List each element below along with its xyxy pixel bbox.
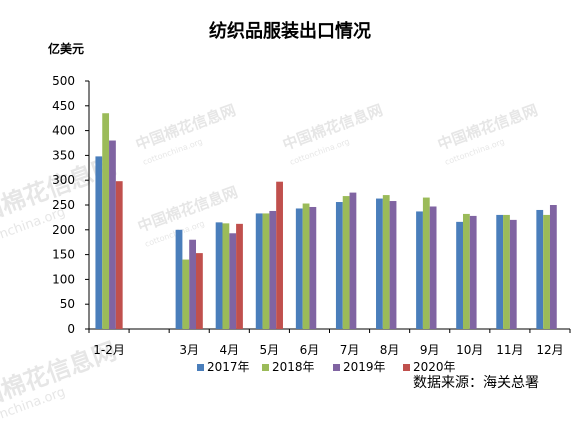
bar-2019年-3月 bbox=[189, 239, 197, 329]
y-tick-label: 350 bbox=[52, 148, 75, 162]
bar-2017年-3月 bbox=[175, 229, 183, 329]
bar-2018年-9月 bbox=[422, 197, 430, 329]
axes: 0 50 100 150 200 250 300 350 400 450 500 bbox=[52, 74, 571, 336]
bar-2020年-4月 bbox=[236, 223, 243, 329]
y-tick-label: 250 bbox=[52, 198, 75, 212]
x-tick-label: 9月 bbox=[420, 343, 440, 357]
x-tick-label: 5月 bbox=[260, 343, 280, 357]
x-tick-label: 11月 bbox=[496, 343, 523, 357]
bar-2019年-1-2月 bbox=[109, 140, 116, 329]
bar-2019年-7月 bbox=[349, 192, 357, 329]
bars bbox=[95, 113, 557, 330]
y-tick-label: 500 bbox=[52, 74, 75, 88]
legend-swatch bbox=[333, 364, 340, 371]
chart-title: 纺织品服装出口情况 bbox=[209, 20, 371, 42]
source-note: 数据来源：海关总署 bbox=[413, 375, 539, 391]
legend-swatch bbox=[403, 364, 410, 371]
legend-label: 2018年 bbox=[272, 360, 315, 374]
bar-2018年-5月 bbox=[262, 213, 270, 329]
y-tick-label: 200 bbox=[52, 223, 75, 237]
x-tick-label: 1-2月 bbox=[93, 343, 125, 357]
y-tick-label: 400 bbox=[52, 124, 75, 138]
legend-swatch bbox=[262, 364, 269, 371]
bar-2018年-12月 bbox=[543, 214, 550, 329]
bar-2019年-10月 bbox=[469, 215, 477, 329]
bar-2018年-1-2月 bbox=[102, 113, 110, 330]
legend-label: 2019年 bbox=[343, 360, 386, 374]
y-axis-label: 亿美元 bbox=[48, 41, 84, 56]
bar-2017年-1-2月 bbox=[95, 156, 103, 329]
bar-2017年-5月 bbox=[255, 213, 263, 329]
legend-label: 2017年 bbox=[207, 360, 250, 374]
bar-2018年-10月 bbox=[462, 213, 470, 329]
bar-2017年-9月 bbox=[416, 211, 423, 329]
bar-2017年-8月 bbox=[376, 198, 383, 329]
x-tick-label: 7月 bbox=[340, 343, 360, 357]
bar-2017年-4月 bbox=[215, 222, 223, 329]
y-tick-label: 300 bbox=[52, 173, 75, 187]
bar-2018年-7月 bbox=[342, 196, 350, 329]
y-tick-label: 450 bbox=[52, 99, 75, 113]
x-tick-labels: 1-2月 3月 4月 5月 6月 7月 8月 9月 10月 11月 12月 bbox=[93, 343, 563, 357]
bar-2018年-11月 bbox=[503, 214, 510, 329]
bar-2018年-3月 bbox=[182, 259, 190, 329]
bar-2020年-1-2月 bbox=[115, 181, 123, 329]
bar-2020年-5月 bbox=[276, 181, 283, 329]
bar-2018年-6月 bbox=[302, 203, 310, 329]
bar-2017年-11月 bbox=[496, 214, 504, 329]
bar-2019年-8月 bbox=[389, 201, 397, 329]
bar-2017年-6月 bbox=[295, 208, 303, 329]
bar-2017年-12月 bbox=[536, 209, 544, 329]
legend-swatch bbox=[197, 364, 204, 371]
bar-2019年-12月 bbox=[549, 205, 557, 329]
bar-2017年-7月 bbox=[335, 202, 343, 329]
x-tick-label: 6月 bbox=[300, 343, 320, 357]
bar-2018年-8月 bbox=[382, 195, 390, 329]
bar-2017年-10月 bbox=[456, 221, 463, 329]
x-tick-label: 10月 bbox=[456, 343, 483, 357]
bar-2019年-9月 bbox=[429, 206, 437, 329]
bar-2020年-3月 bbox=[196, 253, 203, 329]
y-tick-label: 50 bbox=[60, 297, 75, 311]
y-tick-label: 0 bbox=[67, 322, 75, 336]
y-tick-label: 150 bbox=[52, 248, 75, 262]
bar-2019年-4月 bbox=[229, 233, 237, 329]
x-tick-label: 8月 bbox=[380, 343, 400, 357]
bar-2019年-11月 bbox=[509, 219, 517, 329]
legend-label: 2020年 bbox=[413, 360, 456, 374]
bar-2019年-6月 bbox=[309, 206, 317, 329]
legend: 2017年 2018年 2019年 2020年 bbox=[197, 360, 456, 374]
x-tick-label: 12月 bbox=[536, 343, 563, 357]
bar-2019年-5月 bbox=[269, 210, 277, 329]
x-tick-label: 3月 bbox=[179, 343, 199, 357]
x-tick-label: 4月 bbox=[219, 343, 239, 357]
bar-2018年-4月 bbox=[222, 223, 230, 329]
y-tick-label: 100 bbox=[52, 272, 75, 286]
